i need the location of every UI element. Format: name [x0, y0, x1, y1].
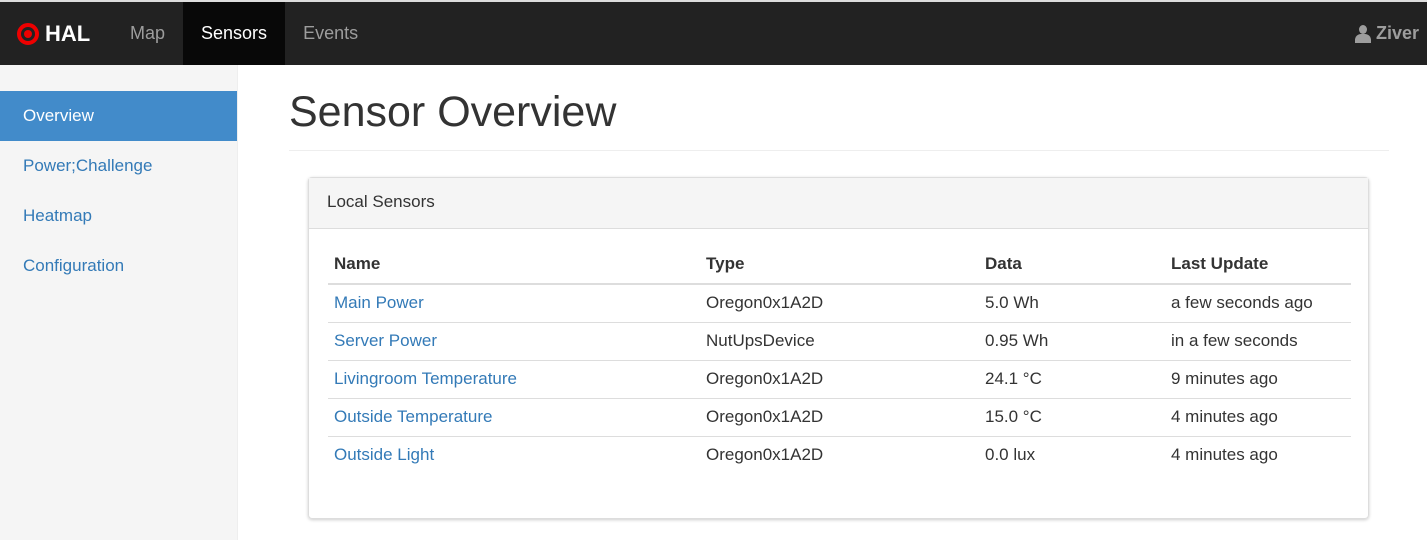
- table-row: Outside Light Oregon0x1A2D 0.0 lux 4 minute…: [328, 436, 1351, 474]
- cell-name: Outside Temperature: [328, 398, 700, 437]
- col-type: Type: [700, 244, 979, 285]
- cell-data: 5.0 Wh: [979, 284, 1165, 323]
- divider: [289, 150, 1389, 151]
- col-data: Data: [979, 244, 1165, 285]
- sensor-link[interactable]: Outside Light: [334, 445, 435, 465]
- cell-type: Oregon0x1A2D: [700, 398, 979, 437]
- user-icon: [1354, 24, 1371, 43]
- sidebar: Overview Power;Challenge Heatmap Configu…: [0, 65, 238, 540]
- cell-data: 0.0 lux: [985, 445, 1036, 465]
- brand[interactable]: HAL: [0, 2, 112, 65]
- cell-last-update: 4 minutes ago: [1165, 398, 1351, 437]
- table-row: Server Power NutUpsDevice 0.95 Wh in a few …: [328, 322, 1351, 361]
- cell-type: Oregon0x1A2D: [706, 445, 824, 465]
- brand-label: HAL: [45, 20, 91, 46]
- table-row: Outside Temperature Oregon0x1A2D 15.0 °C 4 …: [328, 398, 1351, 437]
- table-row: Main Power Oregon0x1A2D 5.0 Wh a few second…: [328, 284, 1351, 323]
- top-navbar: HAL Map Sensors Events Ziver: [0, 0, 1427, 65]
- local-sensors-panel: Local Sensors Name Type Data Last Update…: [308, 177, 1369, 519]
- cell-data: 24.1 °C: [979, 360, 1165, 399]
- sensor-link[interactable]: Livingroom Temperature: [334, 369, 517, 388]
- nav-map[interactable]: Map: [130, 23, 166, 43]
- cell-last-update: a few seconds ago: [1165, 284, 1351, 323]
- sidebar-item-overview[interactable]: Overview: [0, 91, 237, 141]
- cell-last-update: 9 minutes ago: [1165, 360, 1351, 399]
- page-title: Sensor Overview: [289, 88, 617, 136]
- cell-name: Outside Light: [328, 436, 700, 474]
- table-row: Livingroom Temperature Oregon0x1A2D 24.1 °…: [328, 360, 1351, 399]
- sensor-link[interactable]: Server Power: [334, 331, 437, 350]
- sidebar-item-power-challenge[interactable]: Power;Challenge: [23, 156, 153, 175]
- cell-name: Main Power: [328, 284, 700, 323]
- sensor-link[interactable]: Main Power: [334, 293, 424, 313]
- panel-title: Local Sensors: [309, 178, 1368, 229]
- user-name: Ziver: [1375, 23, 1419, 43]
- cell-last-update: 4 minutes ago: [1171, 445, 1278, 465]
- nav-events[interactable]: Events: [303, 23, 359, 43]
- cell-data: 0.95 Wh: [979, 322, 1165, 361]
- user-menu[interactable]: Ziver: [1354, 2, 1419, 65]
- cell-name: Livingroom Temperature: [328, 360, 700, 399]
- col-last-update: Last Update: [1165, 244, 1351, 285]
- sensor-link[interactable]: Outside Temperature: [334, 407, 493, 426]
- cell-data: 15.0 °C: [979, 398, 1165, 437]
- target-logo-icon: [17, 22, 39, 45]
- sidebar-item-heatmap[interactable]: Heatmap: [23, 206, 92, 225]
- cell-type: Oregon0x1A2D: [700, 284, 979, 323]
- cell-name: Server Power: [328, 322, 700, 361]
- cell-type: Oregon0x1A2D: [700, 360, 979, 399]
- col-name: Name: [328, 244, 700, 285]
- nav-sensors[interactable]: Sensors: [183, 2, 286, 65]
- cell-last-update: in a few seconds: [1165, 322, 1351, 361]
- sidebar-item-configuration[interactable]: Configuration: [23, 256, 125, 275]
- sensor-table: Name Type Data Last Update Main Power Ore…: [328, 244, 1351, 474]
- cell-type: NutUpsDevice: [700, 322, 979, 361]
